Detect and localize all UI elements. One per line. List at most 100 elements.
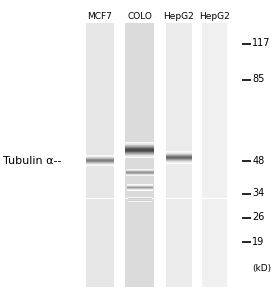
Bar — [166, 40, 192, 44]
Bar — [166, 128, 192, 133]
Bar — [202, 22, 227, 27]
Bar — [202, 93, 227, 97]
Bar — [202, 49, 227, 53]
Bar — [125, 154, 155, 159]
Bar — [125, 67, 155, 71]
Bar — [86, 31, 114, 36]
Bar — [86, 44, 114, 49]
Bar — [202, 181, 227, 185]
Bar — [86, 146, 114, 150]
Bar — [86, 137, 114, 141]
Bar — [125, 110, 155, 115]
Bar — [125, 137, 155, 141]
Bar — [125, 194, 155, 199]
Bar — [125, 36, 155, 40]
Bar — [202, 102, 227, 106]
Bar — [125, 238, 155, 242]
Bar — [166, 62, 192, 67]
Bar — [202, 88, 227, 93]
Bar — [202, 269, 227, 273]
Bar — [166, 185, 192, 190]
Bar — [125, 143, 155, 144]
Bar — [86, 67, 114, 71]
Bar — [202, 220, 227, 225]
Bar — [166, 256, 192, 260]
Bar — [202, 128, 227, 133]
Bar — [166, 163, 192, 164]
Bar — [202, 31, 227, 36]
Bar — [125, 49, 155, 53]
Bar — [125, 185, 155, 190]
Bar — [202, 260, 227, 265]
Bar — [125, 256, 155, 260]
Bar — [125, 141, 155, 146]
Bar — [125, 71, 155, 75]
Bar — [202, 58, 227, 62]
Bar — [166, 199, 192, 203]
Bar — [125, 124, 155, 128]
Bar — [125, 159, 155, 163]
Bar — [166, 238, 192, 242]
Bar — [166, 67, 192, 71]
Bar — [86, 97, 114, 102]
Bar — [86, 229, 114, 234]
Bar — [125, 133, 155, 137]
Bar — [202, 234, 227, 238]
Bar — [125, 225, 155, 229]
Bar — [125, 147, 155, 148]
Bar — [202, 242, 227, 247]
Bar — [166, 162, 192, 163]
Bar — [86, 22, 114, 27]
Bar — [86, 80, 114, 84]
Bar — [202, 238, 227, 242]
Bar — [202, 27, 227, 31]
Bar — [125, 142, 155, 143]
Bar — [202, 190, 227, 194]
Bar — [166, 133, 192, 137]
Bar — [166, 152, 192, 153]
Bar — [125, 88, 155, 93]
Text: 117: 117 — [252, 38, 271, 49]
Bar — [166, 110, 192, 115]
Bar — [202, 251, 227, 256]
Bar — [202, 106, 227, 110]
Bar — [166, 58, 192, 62]
Bar — [86, 172, 114, 176]
Bar — [166, 282, 192, 286]
Bar — [125, 149, 155, 150]
Bar — [86, 36, 114, 40]
Bar — [166, 161, 192, 162]
Bar — [86, 212, 114, 216]
Bar — [125, 278, 155, 282]
Bar — [125, 181, 155, 185]
Bar — [202, 119, 227, 124]
Bar — [125, 157, 155, 158]
Bar — [125, 119, 155, 124]
Bar — [125, 168, 155, 172]
Bar — [166, 220, 192, 225]
Bar — [166, 251, 192, 256]
Bar — [202, 199, 227, 203]
Bar — [86, 88, 114, 93]
Bar — [86, 216, 114, 220]
Bar — [166, 115, 192, 119]
Bar — [166, 159, 192, 160]
Bar — [166, 146, 192, 150]
Bar — [202, 256, 227, 260]
Bar — [166, 225, 192, 229]
Bar — [166, 163, 192, 168]
Bar — [166, 234, 192, 238]
Bar — [125, 154, 155, 155]
Bar — [86, 176, 114, 181]
Bar — [202, 194, 227, 199]
Bar — [86, 282, 114, 286]
Bar — [166, 229, 192, 234]
Bar — [202, 212, 227, 216]
Bar — [166, 216, 192, 220]
Text: Tubulin α--: Tubulin α-- — [3, 155, 61, 166]
Bar — [125, 273, 155, 278]
Bar — [86, 203, 114, 207]
Bar — [202, 141, 227, 146]
Bar — [125, 144, 155, 145]
Bar — [166, 168, 192, 172]
